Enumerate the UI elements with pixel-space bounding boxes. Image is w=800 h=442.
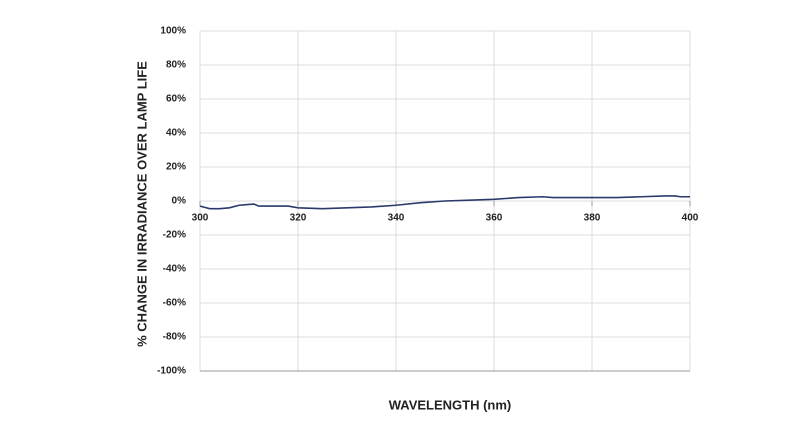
y-tick-label: 20% [166,162,186,173]
x-tick-label: 360 [486,213,503,224]
x-tick-label: 400 [682,213,699,224]
y-tick-label: 60% [166,94,186,105]
y-tick-label: 40% [166,128,186,139]
y-tick-label: -20% [163,230,186,241]
line-series [199,195,690,210]
y-tick-label: 100% [160,26,186,37]
y-tick-label: -60% [163,298,186,309]
y-tick-label: 80% [166,60,186,71]
x-tick-label: 300 [192,213,209,224]
y-tick-label: -80% [163,332,186,343]
y-tick-label: -40% [163,264,186,275]
x-tick-label: 320 [290,213,307,224]
y-tick-label: -100% [157,366,186,377]
x-axis-title: WAVELENGTH (nm) [389,397,512,412]
x-tick-label: 340 [388,213,405,224]
y-tick-label: 0% [172,196,187,207]
x-tick-label: 380 [584,213,601,224]
y-axis-title: % CHANGE IN IRRADIANCE OVER LAMP LIFE [134,61,149,347]
